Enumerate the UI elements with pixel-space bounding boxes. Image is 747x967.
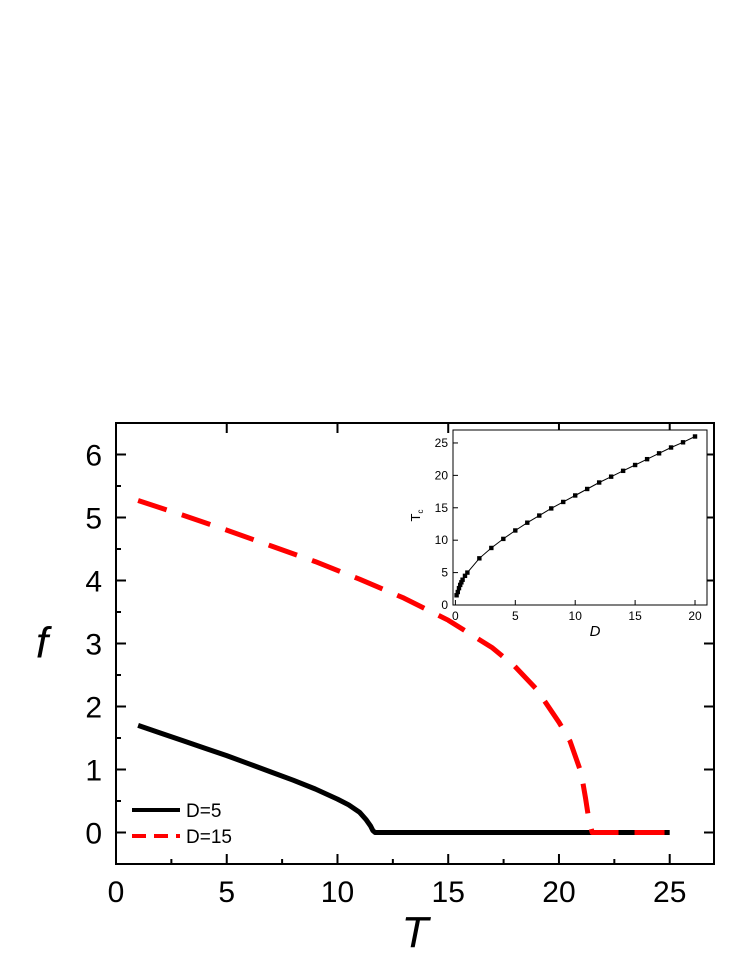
y-tick-label: 0 (85, 818, 102, 851)
x-tick-label: 5 (218, 876, 235, 909)
y-axis-title: f (36, 619, 53, 668)
series-line-0 (137, 723, 670, 835)
inset-x-tick-label: 10 (569, 609, 583, 623)
inset-marker (632, 462, 638, 468)
inset-marker (561, 499, 566, 505)
x-tick-label: 20 (542, 876, 575, 909)
inset-marker (525, 520, 530, 525)
inset-y-tick-label: 10 (435, 533, 449, 547)
inset-marker (680, 440, 686, 445)
inset-marker (477, 556, 482, 561)
inset-marker (457, 582, 463, 588)
inset-ticks: 0 5 10 15 20 0 5 10 15 20 25 (435, 436, 702, 623)
inset-marker (513, 528, 518, 533)
inset-x-tick-label: 0 (452, 609, 459, 623)
inset-marker (455, 589, 460, 595)
inset-marker (573, 493, 578, 498)
inset-marker (620, 468, 626, 474)
inset-marker (454, 593, 459, 598)
inset-marker (644, 456, 650, 462)
x-axis-title: T (402, 908, 432, 957)
inset-marker (501, 536, 506, 542)
main-plot: 0 5 10 15 20 25 0 1 2 3 4 5 6 T f D=5 D=15 (36, 422, 715, 957)
inset-y-tick-label: 25 (435, 436, 449, 450)
inset-y-tick-label: 15 (435, 501, 449, 515)
inset-marker (460, 577, 465, 582)
inset-marker (537, 513, 542, 518)
inset-y-tick-label: 0 (441, 598, 448, 612)
inset-marker (668, 445, 674, 450)
y-tick-label: 3 (85, 629, 102, 662)
x-tick-label: 25 (653, 876, 686, 909)
y-tick-label: 6 (85, 440, 102, 473)
x-tick-label: 15 (432, 876, 465, 909)
y-tick-label: 2 (85, 692, 102, 725)
inset-marker (459, 580, 464, 585)
inset-y-tick-label: 5 (441, 566, 448, 580)
inset-series (454, 434, 698, 598)
y-tick-label: 4 (85, 566, 102, 599)
inset-x-axis-title: D (590, 623, 601, 640)
x-tick-label: 0 (108, 876, 125, 909)
inset-marker (462, 573, 468, 579)
inset-x-tick-label: 15 (628, 609, 642, 623)
y-tick-label: 1 (85, 755, 102, 788)
inset-marker (456, 585, 462, 591)
inset-y-axis-title: Tc (408, 510, 425, 522)
inset-marker (656, 451, 662, 456)
y-tick-label: 5 (85, 503, 102, 536)
main-ticks: 0 5 10 15 20 25 0 1 2 3 4 5 6 (85, 422, 714, 909)
inset-y-tick-label: 20 (435, 468, 449, 482)
main-series (137, 498, 670, 835)
legend-label-d5: D=5 (186, 801, 221, 822)
inset-marker (465, 570, 470, 575)
legend: D=5 D=15 (132, 801, 232, 848)
inset-x-tick-label: 5 (512, 609, 519, 623)
inset-x-tick-label: 20 (688, 609, 702, 623)
inset-marker (489, 545, 494, 551)
inset-marker (584, 486, 590, 492)
inset-marker (608, 474, 614, 479)
x-tick-label: 10 (321, 876, 354, 909)
inset-marker (549, 506, 554, 511)
inset-plot: 0 5 10 15 20 0 5 10 15 20 25 D Tc (408, 429, 708, 640)
inset-marker (596, 480, 602, 485)
inset-marker (692, 434, 698, 439)
series-line-1 (137, 498, 670, 835)
inset-plot-frame (452, 429, 708, 606)
legend-label-d15: D=15 (186, 827, 232, 848)
